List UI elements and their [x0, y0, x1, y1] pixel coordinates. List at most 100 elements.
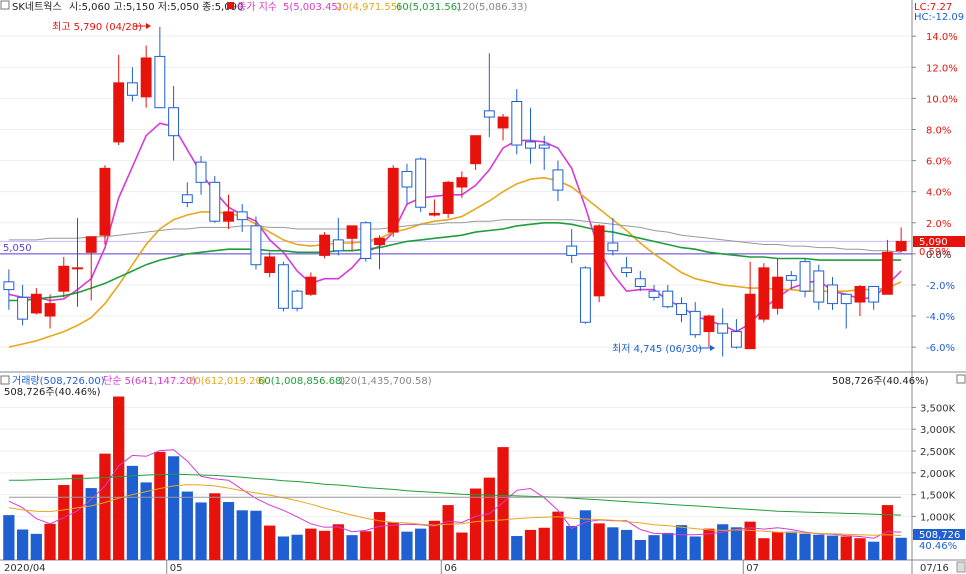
candle-body [428, 212, 440, 216]
volume-bar [840, 536, 852, 560]
volume-title: 거래량(508,726.00) [12, 375, 105, 387]
volume-ma5-line [8, 449, 902, 539]
candle-body [236, 211, 248, 221]
candle-body [744, 293, 756, 350]
candle-body [497, 116, 509, 129]
volume-bar [538, 527, 550, 560]
candle-body [99, 167, 111, 236]
volume-tick-label: 1,000K [920, 512, 956, 523]
price-tick-label: -6.0% [926, 343, 955, 354]
candle-body [415, 158, 427, 208]
volume-bar [154, 451, 166, 560]
volume-bar [579, 510, 592, 560]
volume-bar [222, 502, 235, 560]
volume-bar [785, 531, 797, 560]
candle-body [621, 267, 633, 274]
volume-ma20-label: 20(612,019.20) [188, 376, 266, 387]
candle-body [209, 181, 221, 222]
price-tick-label: 6.0% [926, 157, 951, 168]
candle-body [538, 144, 550, 149]
volume-header-checkbox[interactable] [0, 375, 10, 385]
candle-body [374, 237, 385, 246]
candle-body [634, 278, 646, 287]
header-checkbox[interactable] [0, 0, 10, 10]
ma5-label: 5(5,003.45) [283, 2, 342, 13]
candle-body [72, 267, 83, 270]
volume-bar [689, 536, 701, 560]
volume-tick-label: 2,500K [920, 447, 956, 458]
volume-bar [634, 539, 646, 560]
volume-bar [85, 488, 97, 560]
volume-bar [71, 474, 84, 560]
price-tick-label: -4.0% [926, 312, 955, 323]
price-ma120-line [8, 219, 902, 253]
time-scroll-handle[interactable] [956, 561, 966, 573]
candle-body [346, 225, 358, 239]
volume-bar [813, 534, 825, 560]
volume-grid [0, 406, 912, 517]
volume-last-tag [913, 529, 965, 540]
volume-bar [607, 527, 619, 560]
last-pct-value: 0.59% [919, 247, 951, 258]
index-label: 종가 지수 [237, 1, 277, 13]
volume-right-label: 508,726주(40.46%) [832, 376, 929, 387]
price-ma20-line [8, 176, 902, 348]
time-tick-label: 06 [444, 563, 457, 574]
last-price-tag [913, 236, 965, 247]
time-tick-label: 07 [746, 563, 759, 574]
candle-body [250, 225, 262, 266]
volume-bar [648, 535, 660, 560]
volume-bar [483, 477, 495, 560]
volume-bar [181, 491, 193, 560]
candle-body [676, 303, 687, 315]
candle-body [717, 323, 729, 334]
candle-body [470, 135, 482, 165]
volume-bar [799, 533, 811, 560]
high-annotation: 최고 5,790 (04/28) [52, 21, 142, 33]
volume-bar [415, 528, 427, 560]
volume-bar [730, 527, 743, 560]
volume-bar [387, 522, 399, 560]
volume-last-value: 508,726 [919, 530, 960, 541]
volume-bar [44, 523, 56, 560]
candle-body [154, 55, 166, 109]
price-tick-label: 8.0% [926, 125, 951, 136]
candle-body [332, 239, 344, 252]
candle-body [168, 107, 180, 137]
ma60-label: 60(5,031.56) [396, 2, 461, 13]
volume-bar [16, 529, 29, 560]
candle-body [648, 290, 660, 298]
candle-body [85, 236, 97, 253]
ma20-label: 20(4,971.55) [336, 2, 401, 13]
volume-bar [744, 521, 756, 560]
last-price-value: 5,090 [919, 237, 948, 248]
volume-bar [236, 510, 248, 560]
volume-moving-averages [8, 449, 902, 539]
volume-bar [140, 482, 152, 560]
ma120-label: 120(5,086.33) [456, 2, 528, 13]
candle-body [223, 211, 234, 222]
candle-body [483, 110, 495, 118]
candle-body [319, 234, 331, 256]
low-arrow-head [710, 345, 715, 351]
price-tick-label: 10.0% [926, 94, 958, 105]
volume-bar [881, 505, 894, 560]
candle-body [895, 240, 907, 252]
volume-bar [3, 515, 15, 560]
candles [3, 26, 907, 357]
candle-body [30, 293, 42, 314]
volume-bar [442, 505, 454, 560]
candle-body [689, 310, 701, 336]
high-arrow-head [146, 23, 151, 29]
volume-ma120-label: 120(1,435,700.58) [338, 376, 432, 387]
volume-bar [552, 511, 564, 560]
volume-tick-label: 1,500K [920, 491, 956, 502]
price-tick-label: 14.0% [926, 32, 958, 43]
candle-body [360, 222, 372, 260]
volume-panel-toggle[interactable] [956, 374, 966, 384]
volume-bar [373, 512, 386, 560]
candle-body [305, 276, 317, 295]
volume-bar [195, 502, 207, 560]
candle-body [607, 242, 619, 252]
